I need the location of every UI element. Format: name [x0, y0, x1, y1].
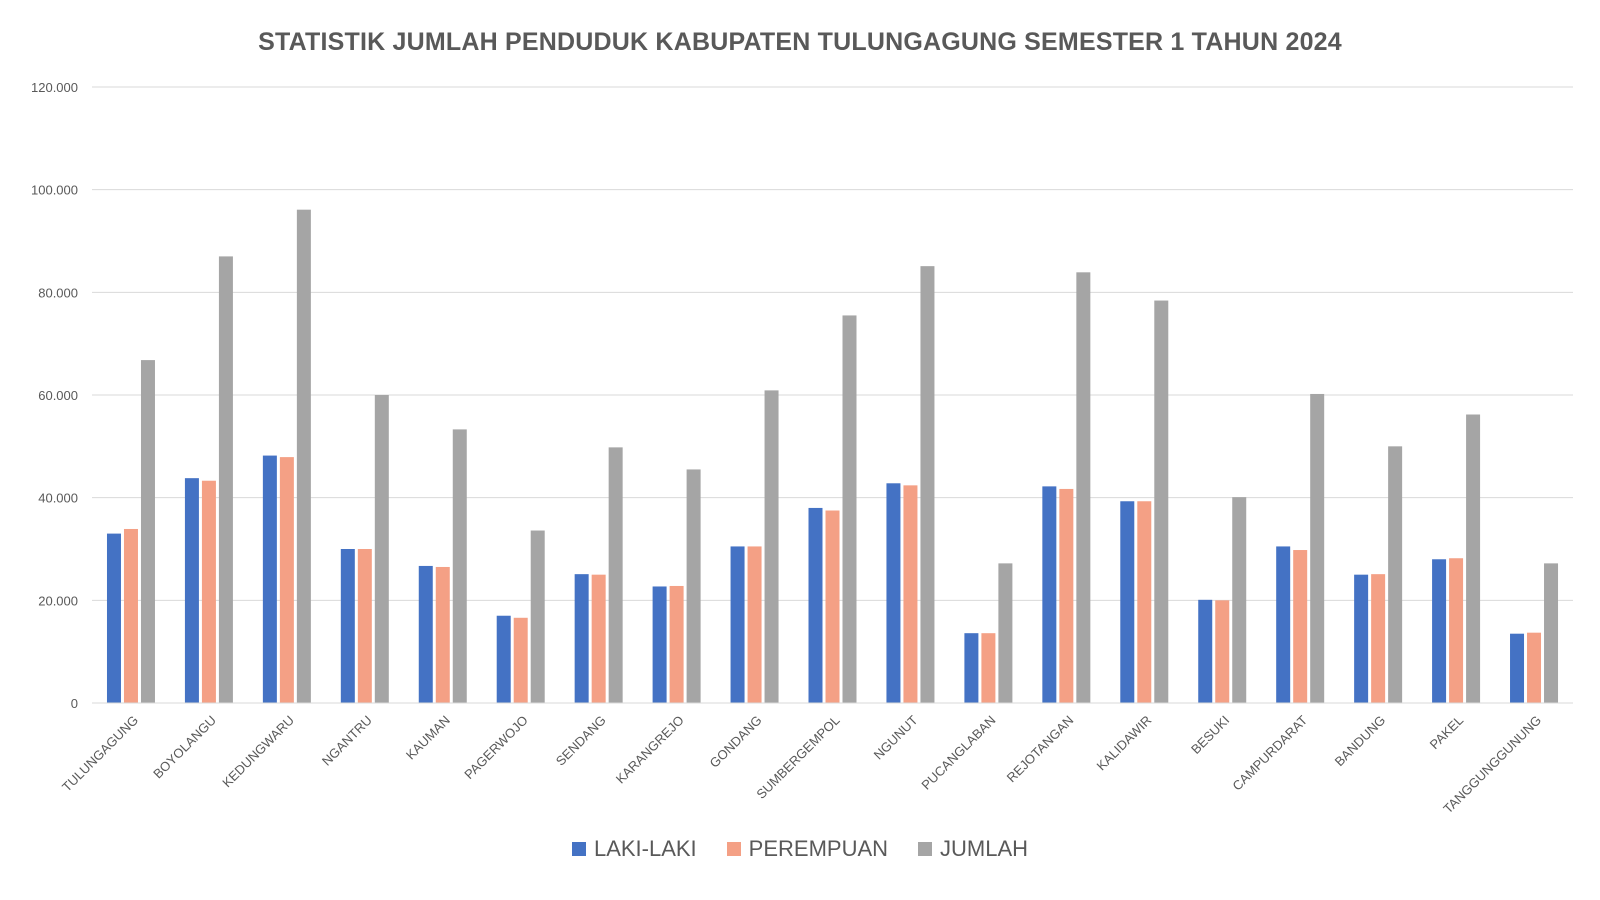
bar-laki-laki [1432, 559, 1447, 703]
bar-laki-laki [574, 574, 589, 703]
x-tick-label: KEDUNGWARU [219, 713, 297, 791]
bar-laki-laki [184, 478, 199, 703]
legend-label: JUMLAH [940, 836, 1029, 861]
bar-perempuan [123, 528, 138, 703]
bar-laki-laki [1354, 574, 1369, 703]
x-tick-label: NGANTRU [319, 713, 375, 769]
bar-laki-laki [1276, 546, 1291, 703]
bar-laki-laki [808, 507, 823, 703]
bar-perempuan [1059, 488, 1074, 703]
bar-laki-laki [1120, 501, 1135, 703]
bar-jumlah [140, 360, 155, 703]
x-tick-label: KALIDAWIR [1094, 713, 1155, 774]
x-tick-label: KARANGREJO [613, 713, 687, 787]
bar-laki-laki [106, 533, 121, 703]
bar-jumlah [296, 209, 311, 704]
x-tick-label: NGUNUT [871, 712, 921, 762]
legend-item: JUMLAH [918, 836, 1028, 862]
bar-perempuan [747, 546, 762, 703]
bar-laki-laki [1198, 599, 1213, 703]
legend-label: LAKI-LAKI [593, 836, 697, 861]
bar-perempuan [903, 485, 918, 703]
bar-jumlah [842, 315, 857, 703]
bar-perempuan [1215, 600, 1230, 703]
bar-perempuan [981, 633, 996, 703]
x-tick-label: PAKEL [1427, 713, 1467, 753]
x-tick-label: BOYOLANGU [150, 713, 219, 782]
bar-jumlah [764, 390, 779, 703]
x-tick-label: KAUMAN [403, 713, 453, 763]
bar-perempuan [1371, 574, 1386, 703]
bar-perempuan [1137, 501, 1152, 703]
bar-jumlah [920, 266, 935, 703]
y-tick-label: 40.000 [38, 491, 78, 506]
legend-swatch [918, 842, 933, 856]
legend-item: LAKI-LAKI [571, 836, 697, 862]
bar-jumlah [608, 447, 623, 703]
x-tick-label: SENDANG [553, 713, 609, 769]
x-tick-label: REJOTANGAN [1004, 713, 1077, 786]
bar-laki-laki [1510, 633, 1525, 703]
bar-jumlah [1310, 393, 1325, 703]
y-tick-label: 120.000 [31, 80, 78, 95]
bar-laki-laki [496, 615, 511, 703]
bar-jumlah [998, 563, 1013, 703]
bar-jumlah [218, 256, 233, 703]
legend-label: PEREMPUAN [748, 836, 889, 861]
bar-jumlah [530, 530, 545, 703]
bar-jumlah [374, 395, 389, 703]
bar-laki-laki [1042, 486, 1057, 703]
bar-laki-laki [964, 633, 979, 703]
x-tick-label: CAMPURDARAT [1229, 712, 1310, 793]
y-tick-label: 20.000 [38, 593, 78, 608]
bar-laki-laki [652, 586, 667, 703]
bar-laki-laki [340, 549, 355, 703]
legend-swatch [726, 842, 741, 856]
bar-perempuan [591, 574, 606, 703]
bar-perempuan [825, 510, 840, 703]
legend-swatch [571, 842, 586, 856]
x-tick-label: BESUKI [1188, 713, 1232, 757]
x-tick-label: TULUNGAGUNG [59, 713, 141, 795]
bar-perempuan [201, 480, 216, 703]
legend-item: PEREMPUAN [726, 836, 889, 862]
bar-laki-laki [418, 565, 433, 703]
x-tick-label: PUCANGLABAN [918, 713, 998, 793]
bar-jumlah [686, 469, 701, 703]
bar-perempuan [513, 617, 528, 703]
bar-perempuan [357, 549, 372, 703]
bar-jumlah [1466, 414, 1481, 703]
bar-jumlah [1154, 300, 1169, 703]
bar-laki-laki [262, 455, 277, 703]
bar-jumlah [1232, 497, 1247, 703]
bar-perempuan [1293, 550, 1308, 703]
y-tick-label: 80.000 [38, 285, 78, 300]
x-tick-label: PAGERWOJO [461, 713, 531, 783]
y-tick-label: 0 [71, 696, 78, 711]
y-tick-label: 100.000 [31, 183, 78, 198]
y-tick-label: 60.000 [38, 388, 78, 403]
chart-title: STATISTIK JUMLAH PENDUDUK KABUPATEN TULU… [258, 28, 1342, 56]
bar-perempuan [669, 585, 684, 703]
bar-jumlah [452, 429, 467, 703]
bar-laki-laki [730, 546, 745, 703]
bar-perempuan [1449, 558, 1464, 703]
x-tick-label: BANDUNG [1332, 713, 1389, 770]
bar-perempuan [435, 566, 450, 703]
bar-perempuan [1527, 632, 1542, 703]
x-tick-label: GONDANG [707, 713, 765, 771]
x-tick-label: SUMBERGEMPOL [753, 713, 842, 802]
chart-legend: LAKI-LAKI PEREMPUAN JUMLAH [0, 836, 1600, 862]
bar-laki-laki [886, 483, 901, 703]
bar-jumlah [1544, 563, 1559, 703]
bar-jumlah [1076, 272, 1091, 703]
bar-perempuan [279, 457, 294, 703]
bar-jumlah [1388, 446, 1403, 703]
